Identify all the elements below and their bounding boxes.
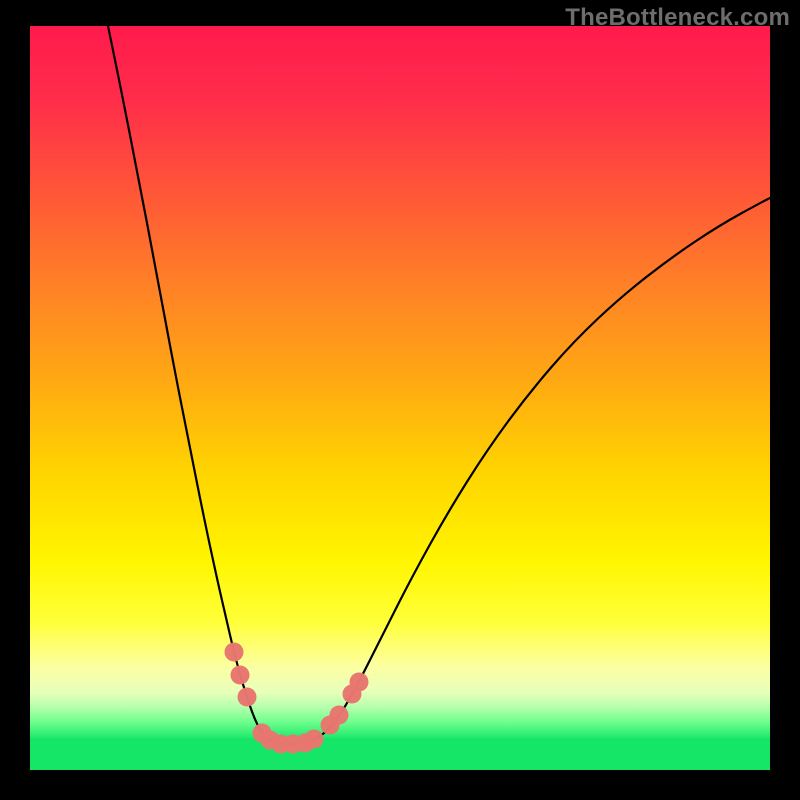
marker-dot bbox=[330, 706, 349, 725]
marker-dot bbox=[225, 643, 244, 662]
marker-dot bbox=[231, 666, 250, 685]
bottleneck-chart bbox=[0, 0, 800, 800]
watermark-text: TheBottleneck.com bbox=[565, 4, 790, 32]
marker-dot bbox=[350, 673, 369, 692]
marker-dot bbox=[238, 688, 257, 707]
marker-dot bbox=[305, 730, 324, 749]
